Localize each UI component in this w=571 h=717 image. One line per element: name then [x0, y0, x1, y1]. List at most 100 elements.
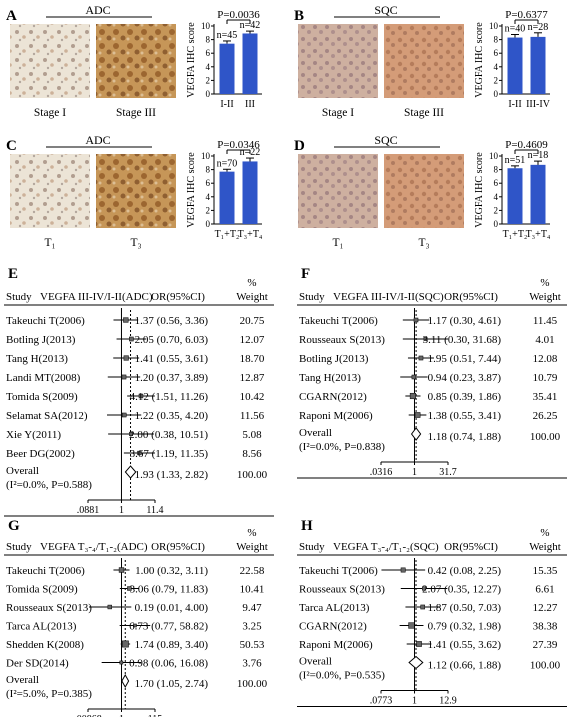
panel-letter: D [294, 138, 305, 154]
y-tick-label: 4 [494, 62, 499, 72]
weight-text: 12.27 [533, 602, 558, 614]
overall-or-ci-text: 1.18 (0.74, 1.88) [428, 431, 502, 443]
overall-weight-text: 100.00 [237, 469, 268, 481]
y-tick-label: 0 [206, 219, 211, 229]
bar [242, 161, 258, 224]
x-tick-label: III [245, 99, 255, 110]
weight-text: 3.25 [242, 621, 262, 633]
overall-label: Overall [6, 465, 39, 477]
panel-h: H % Study VEGFA T₃-₄/T₁-₂(SQC) OR(95%CI) Weig… [297, 518, 567, 707]
p-value-label: P=0.4609 [505, 139, 548, 151]
panel-b: B SQC Stage I Stage III VEGFA IHC score 0 2 4 6 8… [294, 3, 551, 119]
effect-marker [133, 623, 137, 628]
panel-title: SQC [374, 3, 397, 17]
weight-text: 20.75 [240, 315, 265, 327]
header-study: Study [6, 291, 32, 303]
study-name: Botling J(2013) [6, 334, 76, 346]
weight-text: 6.61 [535, 584, 554, 596]
study-name: Rousseaux S(2013) [299, 584, 385, 596]
weight-text: 9.47 [242, 602, 262, 614]
panel-e: E% Study VEGFA III-IV/I-II(ADC)OR(95%CI) We… [4, 266, 274, 517]
y-tick-label: 6 [206, 178, 211, 188]
p-value-label: P=0.0036 [217, 9, 260, 21]
or-ci-text: 1.38 (0.55, 3.41) [428, 410, 502, 422]
overall-label: Overall [6, 674, 39, 686]
panel-letter: A [6, 8, 17, 24]
overall-diamond [410, 427, 422, 441]
y-tick-label: 0 [494, 89, 499, 99]
bar [530, 164, 546, 224]
study-name: Botling J(2013) [299, 353, 369, 365]
effect-marker [121, 374, 127, 380]
image-label-left: T₁ [332, 237, 343, 249]
y-tick-label: 0 [494, 219, 499, 229]
or-ci-text: 6.73 (0.77, 58.82) [129, 621, 208, 633]
panel-g: G % Study VEGFA T₃-₄/T₁-₂(ADC) OR(95%CI) Weig… [4, 518, 274, 717]
panel-d: D SQC T₁ T₃ VEGFA IHC score 0 2 4 6 8 10 n=51 T₁+T₂ n… [294, 133, 551, 249]
y-tick-label: 6 [206, 48, 211, 58]
or-ci-text: 1.95 (0.51, 7.44) [428, 353, 502, 365]
weight-text: 3.76 [242, 658, 262, 670]
y-tick-label: 8 [206, 35, 211, 45]
header-comparison: VEGFA III-IV/I-II(ADC) [40, 291, 153, 303]
study-name: Selamat SA(2012) [6, 410, 88, 422]
image-label-left: Stage I [322, 107, 354, 119]
panel-title: SQC [374, 133, 397, 147]
weight-text: 10.42 [240, 391, 265, 403]
study-name: Takeuchi T(2006) [299, 315, 378, 327]
header-study: Study [6, 541, 32, 553]
study-name: Takeuchi T(2006) [299, 565, 378, 577]
x-tick-label: 11.4 [146, 505, 163, 516]
panel-title: ADC [85, 3, 110, 17]
ihc-image-right [96, 154, 176, 228]
x-tick-label: 1 [119, 714, 124, 717]
effect-marker [123, 355, 129, 361]
y-tick-label: 2 [206, 205, 211, 215]
overall-or-ci-text: 1.93 (1.33, 2.82) [135, 469, 209, 481]
header-weight: Weight [236, 541, 268, 553]
effect-marker [129, 432, 133, 436]
image-label-left: T₁ [44, 237, 55, 249]
n-label: n=28 [528, 22, 549, 33]
header-percent: % [540, 277, 549, 289]
effect-marker [137, 450, 142, 456]
effect-marker [122, 640, 129, 648]
ihc-image-right [384, 24, 464, 98]
ihc-image-left [10, 24, 90, 98]
y-tick-label: 10 [201, 151, 211, 161]
study-name: Tomida S(2009) [6, 584, 78, 596]
effect-marker [129, 336, 134, 342]
or-ci-text: 2.07 (0.35, 12.27) [422, 584, 501, 596]
study-name: CGARN(2012) [299, 621, 367, 633]
header-percent: % [540, 527, 549, 539]
x-tick-label: 12.9 [439, 696, 457, 707]
y-tick-label: 2 [206, 75, 211, 85]
overall-diamond [124, 465, 137, 479]
or-ci-text: 1.22 (0.35, 4.20) [135, 410, 209, 422]
panel-a: A ADC Stage I Stage III VEGFA IHC score 0 2 4 6 8… [6, 3, 262, 119]
or-ci-text: 0.98 (0.06, 16.08) [129, 658, 208, 670]
or-ci-text: 4.12 (1.51, 11.26) [130, 391, 209, 403]
x-tick-label: 1 [119, 505, 124, 516]
study-name: Tarca AL(2013) [6, 621, 77, 633]
n-label: n=51 [505, 155, 526, 166]
bar [242, 33, 258, 94]
or-ci-text: 2.00 (0.38, 10.51) [129, 429, 208, 441]
overall-weight-text: 100.00 [530, 660, 561, 672]
x-tick-label: T₃+T₄ [238, 229, 263, 240]
header-or: OR(95%CI) [444, 291, 498, 303]
y-axis-label: VEGFA IHC score [474, 152, 485, 228]
study-name: Xie Y(2011) [6, 429, 61, 441]
x-tick-label: 1 [412, 467, 417, 478]
heterogeneity-text: (I²=0.0%, P=0.535) [299, 670, 385, 682]
panel-letter: B [294, 8, 304, 24]
or-ci-text: 3.06 (0.79, 11.83) [130, 584, 209, 596]
y-axis-label: VEGFA IHC score [474, 22, 485, 98]
weight-text: 10.79 [533, 372, 558, 384]
weight-text: 35.41 [533, 391, 558, 403]
x-tick-label: 115 [148, 714, 163, 717]
y-tick-label: 0 [206, 89, 211, 99]
header-comparison: VEGFA III-IV/I-II(SQC) [333, 291, 444, 303]
header-or: OR(95%CI) [444, 541, 498, 553]
